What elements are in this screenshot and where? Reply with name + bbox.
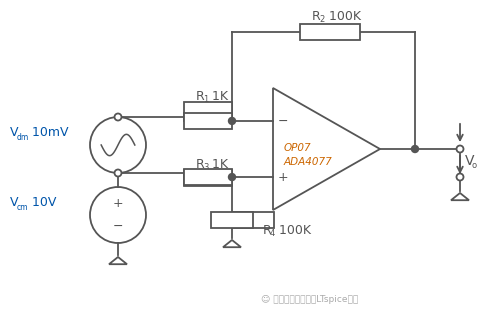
Bar: [184, 113, 232, 129]
Bar: [232, 212, 274, 228]
Text: dm: dm: [17, 133, 29, 141]
Text: 100K: 100K: [275, 224, 311, 237]
Text: 4: 4: [270, 230, 275, 238]
Text: R: R: [196, 89, 205, 102]
Circle shape: [115, 169, 122, 176]
Text: −: −: [113, 220, 123, 233]
Text: 2: 2: [319, 15, 324, 25]
Circle shape: [457, 174, 463, 180]
Text: ADA4077: ADA4077: [284, 157, 333, 167]
Circle shape: [411, 146, 418, 152]
Text: 1K: 1K: [208, 158, 228, 170]
Text: 3: 3: [203, 163, 208, 173]
Circle shape: [228, 117, 235, 124]
Text: ☺ 放大器参数解析与LTspice仿真: ☺ 放大器参数解析与LTspice仿真: [262, 295, 359, 305]
Circle shape: [115, 113, 122, 121]
Text: o: o: [472, 161, 477, 169]
Bar: [184, 102, 232, 118]
Text: OP07: OP07: [284, 143, 312, 153]
Text: 1K: 1K: [208, 89, 228, 102]
Text: V: V: [10, 197, 19, 209]
Text: R: R: [196, 158, 205, 170]
Text: cm: cm: [17, 203, 29, 211]
Circle shape: [228, 174, 235, 180]
Circle shape: [457, 146, 463, 152]
Text: 1: 1: [203, 95, 208, 105]
Text: V: V: [465, 154, 474, 168]
Text: +: +: [278, 170, 289, 184]
Text: R: R: [312, 9, 321, 22]
Bar: [184, 169, 232, 185]
Bar: [300, 24, 360, 40]
Bar: [211, 212, 253, 228]
Text: +: +: [113, 197, 123, 210]
Text: 10mV: 10mV: [28, 127, 68, 140]
Text: R: R: [263, 224, 272, 237]
Bar: [184, 170, 232, 186]
Text: 10V: 10V: [28, 197, 56, 209]
Text: −: −: [278, 114, 289, 128]
Text: 100K: 100K: [325, 9, 361, 22]
Text: V: V: [10, 127, 19, 140]
